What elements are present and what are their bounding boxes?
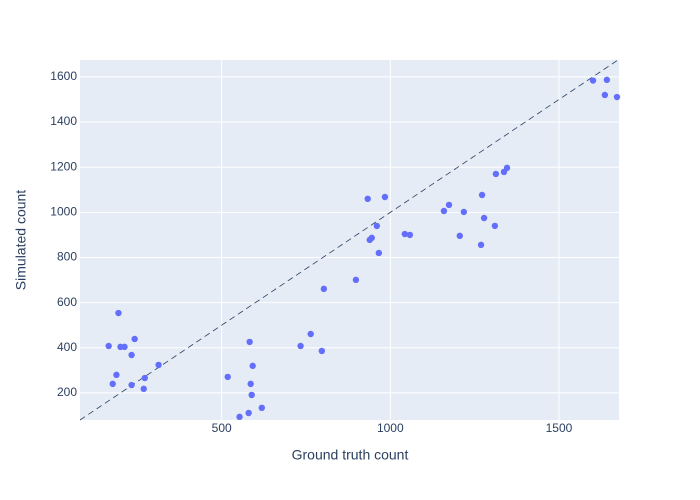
scatter-point [236,413,243,421]
scatter-point [480,214,488,222]
scatter-point [128,351,135,359]
scatter-point [589,77,597,84]
scatter-point [440,207,448,215]
scatter-point [406,231,414,239]
y-tick-label: 200 [57,385,77,399]
scatter-point [401,230,409,238]
scatter-point [373,222,381,230]
scatter-point [352,276,360,284]
scatter-point [245,409,252,417]
scatter-point [131,335,138,343]
scatter-point [364,195,371,203]
scatter-point [603,76,611,84]
y-tick-label: 600 [57,295,77,309]
scatter-point [109,380,116,388]
scatter-point [115,309,122,317]
scatter-point [155,361,162,369]
scatter-point [460,208,468,216]
scatter-point [121,343,128,351]
x-tick-label: 1000 [377,421,404,435]
scatter-point [248,391,255,399]
scatter-point [503,164,511,172]
scatter-point [492,170,500,178]
scatter-point [246,338,253,346]
scatter-point [456,232,463,240]
scatter-point [601,91,609,99]
scatter-point [307,330,314,338]
scatter-point [477,241,485,249]
scatter-point [113,371,120,379]
scatter-point [613,93,621,101]
scatter-point [318,347,326,355]
scatter-point [247,380,254,388]
y-tick-label: 1400 [50,114,77,128]
y-tick-label: 1600 [50,69,77,83]
reference-line [79,59,619,421]
scatter-point [491,222,499,230]
scatter-point [140,385,147,393]
y-axis-title: Simulated count [13,190,29,291]
scatter-point [445,201,453,209]
scatter-point [128,381,135,389]
x-tick-label: 1500 [546,421,573,435]
scatter-point [320,285,328,293]
scatter-point [368,234,375,242]
scatter-point [224,373,231,381]
y-tick-label: 800 [57,250,77,264]
x-tick-label: 500 [212,421,232,435]
scatter-point [297,342,304,350]
scatter-point [141,374,148,382]
y-tick-label: 400 [57,340,77,354]
x-axis-title: Ground truth count [292,447,409,463]
scatter-point [375,249,383,257]
scatter-point [258,404,266,412]
scatter-point [105,342,112,350]
scatter-point [381,193,389,201]
scatter-point [478,191,486,199]
scatter-point [249,362,256,370]
y-tick-label: 1200 [50,159,77,173]
y-tick-label: 1000 [50,205,77,219]
